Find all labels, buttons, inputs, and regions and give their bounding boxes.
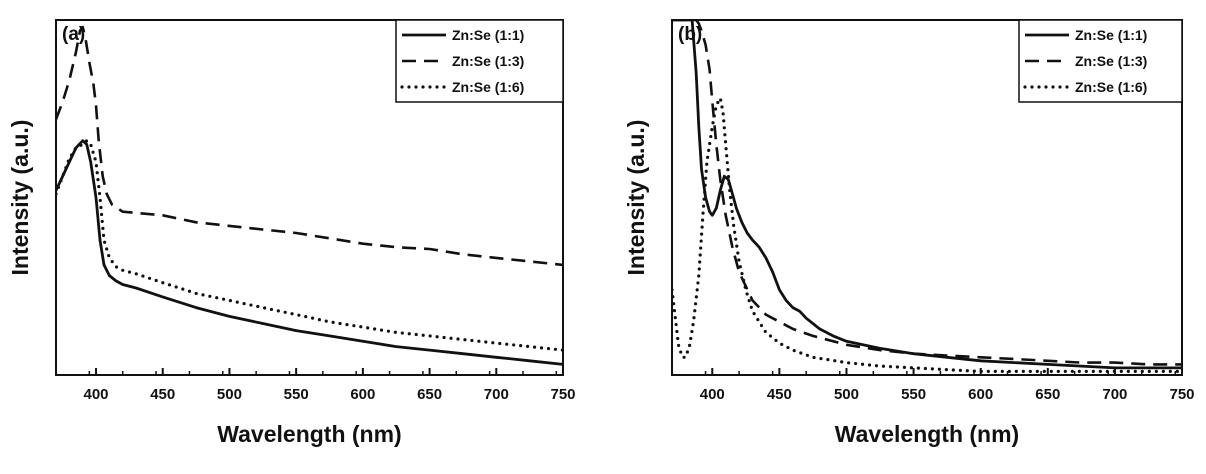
series-line-1 bbox=[672, 20, 1182, 370]
series-line-2 bbox=[56, 25, 563, 267]
x-tick-label: 600 bbox=[968, 386, 993, 403]
y-axis-title: Intensity (a.u.) bbox=[7, 120, 33, 276]
x-tick-label: 400 bbox=[700, 386, 725, 403]
y-axis-title: Intensity (a.u.) bbox=[623, 120, 649, 276]
x-tick-label: 500 bbox=[834, 386, 859, 403]
x-tick-label: 700 bbox=[484, 386, 509, 403]
legend-label-2: Zn:Se (1:3) bbox=[1075, 53, 1147, 69]
x-axis-title: Wavelength (nm) bbox=[835, 421, 1019, 447]
x-tick-label: 600 bbox=[350, 386, 375, 403]
x-axis-title: Wavelength (nm) bbox=[217, 421, 401, 447]
x-tick-label: 450 bbox=[150, 386, 175, 403]
chart-a-svg: 400 450 500 550 600 650 700 750 Wavelength (nm) I… bbox=[7, 19, 576, 447]
x-tick-label: 750 bbox=[1169, 386, 1194, 403]
series-line-3 bbox=[672, 96, 1182, 373]
chart-b-svg: 400 450 500 550 600 650 700 750 Wavelength (nm) I… bbox=[623, 19, 1195, 447]
x-tick-label: 550 bbox=[284, 386, 309, 403]
panel-label: (a) bbox=[62, 24, 85, 45]
x-tick-label: 700 bbox=[1102, 386, 1127, 403]
legend-label-3: Zn:Se (1:6) bbox=[1075, 79, 1147, 95]
legend-label-2: Zn:Se (1:3) bbox=[452, 53, 524, 69]
x-tick-label: 650 bbox=[1035, 386, 1060, 403]
x-tick-label: 500 bbox=[217, 386, 242, 403]
series-line-3 bbox=[56, 139, 563, 352]
plot-frame bbox=[671, 19, 1183, 376]
x-tick-label: 400 bbox=[84, 386, 109, 403]
legend-label-1: Zn:Se (1:1) bbox=[1075, 27, 1147, 43]
legend-label-3: Zn:Se (1:6) bbox=[452, 79, 524, 95]
x-tick-label: 450 bbox=[767, 386, 792, 403]
legend-label-1: Zn:Se (1:1) bbox=[452, 27, 524, 43]
chart-panel-a: 400 450 500 550 600 650 700 750 Wavelength (nm) I… bbox=[7, 19, 576, 447]
x-tick-label: 650 bbox=[417, 386, 442, 403]
series-line-1 bbox=[56, 139, 563, 366]
chart-panel-b: 400 450 500 550 600 650 700 750 Wavelength (nm) I… bbox=[603, 0, 1206, 474]
series-line-2 bbox=[672, 20, 1182, 366]
panel-label: (b) bbox=[678, 24, 702, 45]
x-tick-label: 750 bbox=[550, 386, 575, 403]
x-tick-label: 550 bbox=[901, 386, 926, 403]
plot-frame bbox=[55, 19, 564, 376]
